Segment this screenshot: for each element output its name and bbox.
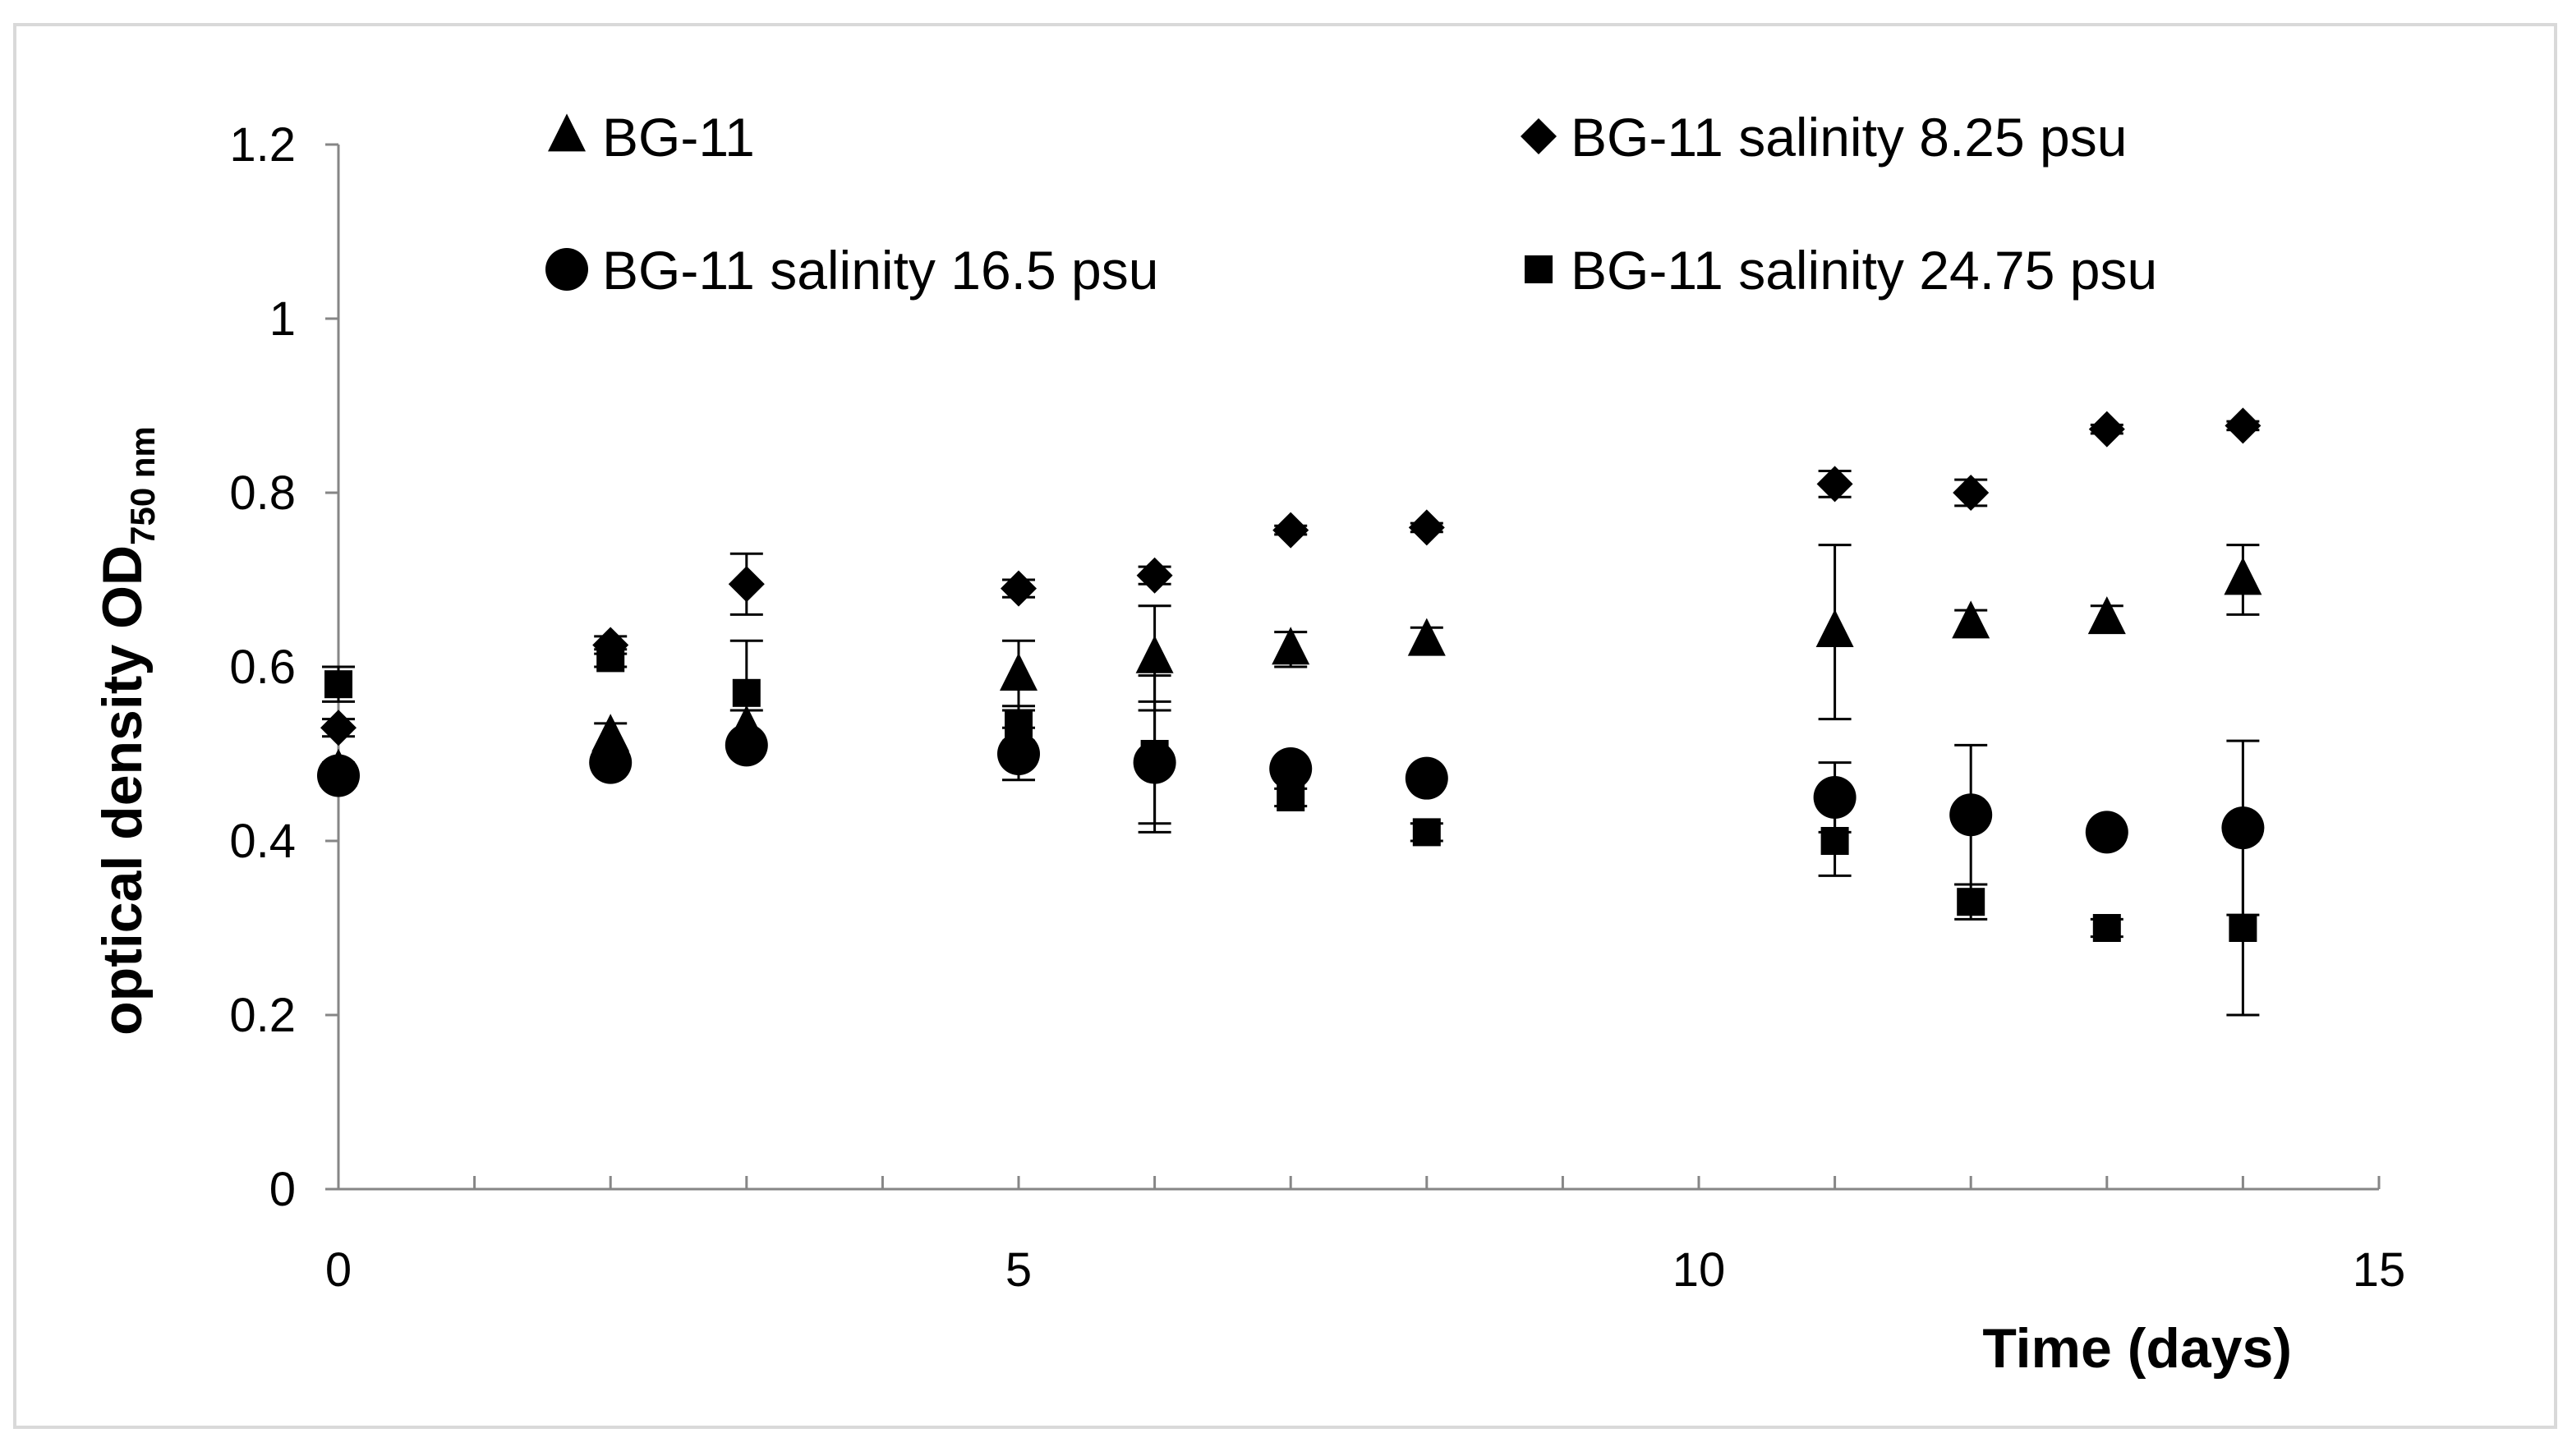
data-point-square: [1140, 740, 1169, 768]
y-tick-label: 0.2: [229, 989, 296, 1042]
y-tick-label: 1.2: [229, 118, 296, 172]
legend-marker-triangle: [548, 113, 586, 152]
y-ticks: 0 0.2 0.4 0.6 0.8 1 1.2: [229, 118, 338, 1216]
data-point-circle: [1269, 747, 1313, 791]
data-point-diamond: [2088, 411, 2125, 448]
data-point-circle: [997, 733, 1040, 775]
data-point-triangle: [591, 714, 630, 752]
x-tick-label: 10: [1672, 1243, 1726, 1297]
data-point-circle: [317, 754, 360, 797]
legend-marker-circle: [545, 248, 588, 291]
y-tick-label: 0: [269, 1163, 296, 1216]
data-point-square: [1277, 783, 1305, 811]
data-point-diamond: [1953, 475, 1990, 511]
data-point-diamond: [728, 566, 765, 603]
y-tick-label: 0.4: [229, 815, 296, 868]
data-point-square: [1005, 709, 1033, 737]
legend-label: BG-11 salinity 24.75 psu: [1571, 240, 2157, 301]
legend-marker-square: [1525, 255, 1553, 283]
data-point-square: [1412, 818, 1441, 847]
data-point-square: [596, 644, 625, 673]
x-tick-label: 0: [325, 1243, 352, 1297]
data-point-triangle: [2087, 596, 2126, 635]
data-point-diamond: [1001, 570, 1037, 607]
legend: BG-11 BG-11 salinity 8.25 psu BG-11 salini…: [545, 107, 2157, 301]
data-point-triangle: [1407, 618, 1446, 656]
y-tick-label: 0.6: [229, 641, 296, 694]
legend-label: BG-11 salinity 8.25 psu: [1571, 107, 2127, 168]
data-point-diamond: [1272, 512, 1309, 549]
y-axis-title: optical density OD750 nm: [91, 426, 162, 1036]
data-point-circle: [1949, 793, 1993, 837]
x-ticks: 0 5 10 15: [325, 1176, 2405, 1297]
data-point-circle: [1813, 776, 1857, 819]
legend-label: BG-11 salinity 16.5 psu: [602, 240, 1158, 301]
data-point-circle: [2085, 811, 2128, 854]
y-tick-label: 0.8: [229, 466, 296, 520]
data-point-triangle: [2224, 557, 2262, 595]
data-point-diamond: [2225, 407, 2261, 444]
data-point-diamond: [1408, 509, 1445, 546]
data-point-triangle: [1815, 609, 1854, 647]
x-tick-label: 15: [2353, 1243, 2406, 1297]
data-point-square: [2229, 914, 2257, 942]
data-point-triangle: [1135, 635, 1174, 673]
legend-marker-diamond: [1521, 118, 1557, 154]
data-point-circle: [2221, 806, 2265, 850]
y-axis-title-main: optical density OD: [91, 545, 154, 1036]
data-point-triangle: [1952, 600, 1990, 639]
data-point-square: [1820, 827, 1849, 855]
data-point-triangle: [1272, 627, 1310, 665]
data-point-diamond: [320, 710, 357, 746]
data-point-square: [324, 670, 352, 699]
chart-border: [13, 23, 2557, 1429]
data-point-square: [2092, 914, 2121, 942]
data-point-square: [1957, 888, 1985, 916]
data-point-triangle: [1000, 653, 1038, 691]
data-point-circle: [1405, 756, 1448, 800]
x-tick-label: 5: [1005, 1243, 1032, 1297]
legend-label: BG-11: [602, 107, 755, 168]
data-point-circle: [589, 741, 633, 784]
data-markers: [317, 407, 2265, 942]
data-point-diamond: [1816, 466, 1853, 503]
x-axis-title: Time (days): [1982, 1317, 2292, 1380]
data-point-circle: [725, 723, 768, 767]
data-point-diamond: [1136, 557, 1173, 594]
y-tick-label: 1: [269, 292, 296, 346]
y-axis-title-subscript: 750 nm: [123, 426, 162, 545]
data-point-square: [732, 678, 761, 707]
